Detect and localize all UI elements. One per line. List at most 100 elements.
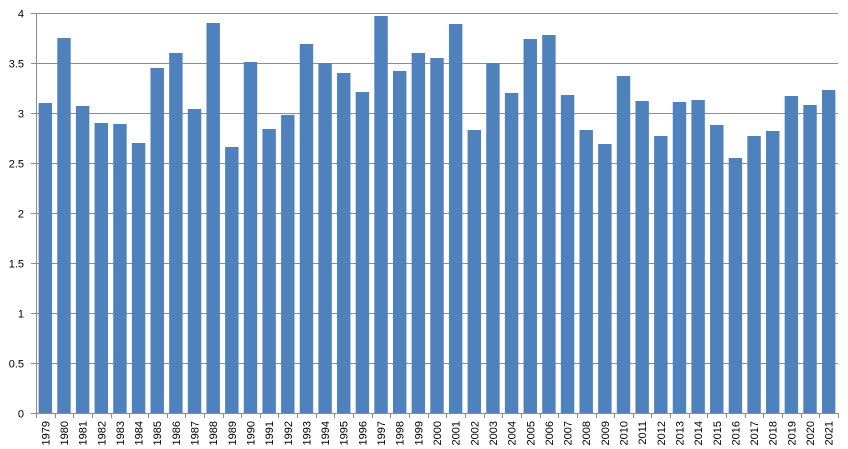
bar-1985 [150, 68, 164, 413]
x-tick-label: 1984 [134, 421, 146, 445]
bar-2012 [654, 136, 668, 413]
x-tick-label: 2007 [563, 421, 575, 445]
x-tick-label: 2000 [432, 421, 444, 445]
bar-1986 [169, 53, 183, 413]
x-tick-label: 1991 [264, 421, 276, 445]
y-tick-label: 0.5 [9, 359, 24, 371]
x-tick-label: 2012 [656, 421, 668, 445]
bar-2006 [542, 35, 556, 413]
axes [31, 13, 839, 418]
bar-1997 [374, 16, 388, 413]
y-tick-label: 1.5 [9, 259, 24, 271]
bar-1979 [38, 103, 53, 413]
bar-1989 [225, 147, 239, 413]
bar-1991 [262, 129, 276, 413]
bar-1999 [411, 53, 426, 413]
x-tick-label: 2003 [488, 421, 500, 445]
bar-1995 [337, 73, 351, 413]
bars [38, 16, 836, 413]
x-tick-label: 1996 [357, 421, 369, 445]
bar-2013 [672, 102, 687, 413]
bar-2015 [710, 125, 724, 413]
y-tick-label: 4 [18, 9, 24, 21]
x-tick-label: 1979 [40, 421, 52, 445]
bar-2005 [523, 39, 537, 413]
y-tick-labels: 0 0.5 1 1.5 2 2.5 3 3.5 4 [9, 9, 24, 421]
bar-2021 [821, 90, 836, 413]
x-tick-label: 1986 [171, 421, 183, 445]
x-tick-label: 2016 [730, 421, 742, 445]
bar-1996 [355, 92, 370, 413]
x-tick-label: 1992 [283, 421, 295, 445]
x-tick-label: 2018 [768, 421, 780, 445]
x-tick-label: 1987 [190, 421, 202, 445]
bar-2017 [747, 136, 761, 413]
x-tick-label: 2010 [619, 421, 631, 445]
y-tick-label: 3 [18, 109, 24, 121]
x-tick-label: 2014 [693, 421, 705, 445]
bar-2011 [635, 101, 649, 413]
x-tick-label: 1994 [320, 421, 332, 445]
bar-2009 [598, 144, 612, 413]
bar-2007 [560, 95, 575, 413]
x-tick-label: 1982 [96, 421, 108, 445]
x-tick-label: 2008 [581, 421, 593, 445]
bar-1981 [75, 106, 90, 413]
bar-2001 [448, 24, 463, 413]
bar-1990 [243, 62, 258, 413]
bar-1994 [318, 63, 332, 413]
x-tick-label: 1983 [115, 421, 127, 445]
y-tick-label: 1 [18, 309, 24, 321]
y-tick-label: 0 [18, 409, 24, 421]
bar-2000 [430, 58, 444, 413]
x-tick-label: 2020 [805, 421, 817, 445]
x-tick-label: 1999 [413, 421, 425, 445]
x-tick-label: 1980 [59, 421, 71, 445]
bar-2002 [467, 130, 482, 413]
x-tick-label: 1993 [301, 421, 313, 445]
bar-1983 [113, 124, 127, 413]
x-tick-label: 2004 [507, 421, 519, 445]
x-tick-label: 1997 [376, 421, 388, 445]
x-tick-label: 1981 [78, 421, 90, 445]
bar-2008 [579, 130, 593, 413]
bar-2004 [504, 93, 519, 413]
x-tick-label: 1990 [245, 421, 257, 445]
x-tick-label: 2019 [786, 421, 798, 445]
bar-2014 [691, 100, 705, 413]
bar-1988 [206, 23, 220, 413]
y-tick-label: 2 [18, 209, 24, 221]
x-tick-label: 2005 [525, 421, 537, 445]
bar-1982 [94, 123, 108, 413]
x-tick-label: 2017 [749, 421, 761, 445]
bar-1980 [57, 38, 71, 413]
bar-2020 [803, 105, 817, 413]
x-tick-label: 1988 [208, 421, 220, 445]
bar-2019 [784, 96, 799, 413]
bar-1987 [187, 109, 202, 413]
x-tick-label: 2021 [824, 421, 836, 445]
x-tick-label: 1985 [152, 421, 164, 445]
x-tick-label: 2006 [544, 421, 556, 445]
bar-1998 [392, 71, 407, 413]
bar-1984 [131, 143, 146, 413]
y-tick-label: 2.5 [9, 159, 24, 171]
x-tick-label: 1998 [395, 421, 407, 445]
x-tick-label: 2011 [637, 421, 649, 445]
bar-2010 [616, 76, 631, 413]
bar-1993 [299, 44, 314, 413]
x-tick-label: 2001 [451, 421, 463, 445]
bar-1992 [281, 115, 295, 413]
bar-2018 [766, 131, 780, 413]
x-tick-label: 2009 [600, 421, 612, 445]
bar-2003 [486, 63, 500, 413]
y-tick-label: 3.5 [9, 59, 24, 71]
x-tick-label: 1989 [227, 421, 239, 445]
bar-2016 [728, 158, 743, 413]
x-tick-label: 2013 [674, 421, 686, 445]
x-tick-label: 1995 [339, 421, 351, 445]
x-tick-label: 2002 [469, 421, 481, 445]
x-tick-label: 2015 [712, 421, 724, 445]
x-tick-labels: 1979 1980 1981 1982 1983 1984 1985 1986 1987 1988… [40, 421, 835, 445]
